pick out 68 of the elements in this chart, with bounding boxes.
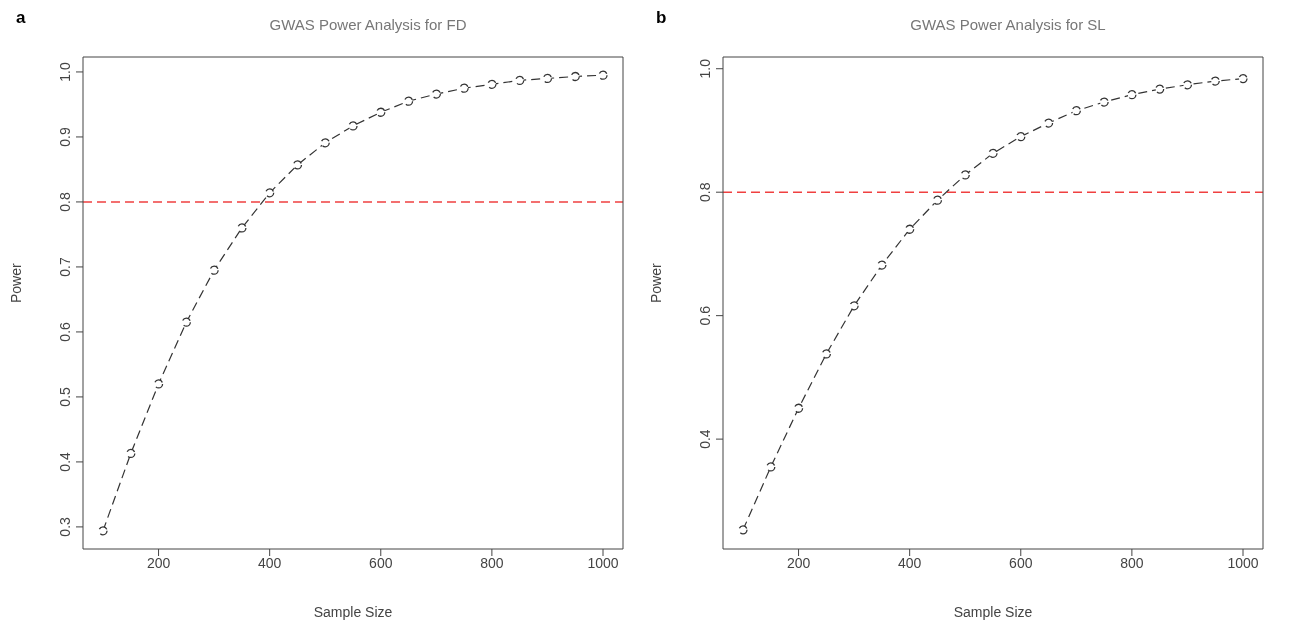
- y-tick-label: 1.0: [57, 62, 73, 82]
- point: [1155, 84, 1165, 94]
- point: [821, 349, 831, 359]
- point: [1182, 80, 1193, 90]
- x-tick-label: 400: [257, 554, 282, 571]
- point: [1210, 76, 1220, 86]
- point: [570, 71, 580, 82]
- text: b: [656, 8, 667, 28]
- point: [542, 73, 553, 84]
- point: [459, 83, 469, 93]
- y-tick-label: 0.7: [57, 256, 73, 277]
- chart-title: GWAS Power Analysis for FD: [268, 16, 468, 33]
- y-axis-title: Power: [7, 262, 24, 303]
- y-axis-title: Power: [647, 262, 664, 303]
- point: [431, 89, 441, 99]
- point: [237, 223, 247, 233]
- point: [1099, 97, 1109, 107]
- point: [766, 462, 776, 472]
- y-tick-label: 1.0: [697, 58, 713, 79]
- y-tick-label: 0.6: [57, 321, 73, 342]
- point: [265, 188, 275, 198]
- point: [209, 265, 219, 275]
- x-tick-label: 200: [786, 554, 811, 571]
- y-tick-label: 0.4: [57, 451, 73, 472]
- point: [1016, 131, 1026, 142]
- x-tick-label: 800: [1120, 554, 1144, 571]
- y-tick-label: 0.8: [57, 191, 73, 212]
- y-tick-label: 0.4: [697, 429, 713, 449]
- point: [1043, 118, 1054, 128]
- point: [403, 96, 414, 106]
- point: [376, 107, 386, 117]
- point: [793, 403, 804, 413]
- point: [98, 526, 108, 536]
- text: a: [16, 8, 26, 28]
- x-tick-label: 600: [1009, 554, 1033, 571]
- point: [1238, 73, 1248, 84]
- point: [1071, 106, 1081, 116]
- point: [932, 195, 943, 205]
- point: [292, 160, 303, 170]
- point: [348, 121, 358, 131]
- x-tick-label: 200: [146, 554, 171, 571]
- chart-title: GWAS Power Analysis for SL: [909, 16, 1107, 33]
- x-tick-label: 1000: [587, 554, 619, 571]
- point: [988, 148, 998, 158]
- point: [905, 224, 915, 234]
- y-tick-label: 0.6: [697, 305, 713, 326]
- y-tick-label: 0.5: [57, 386, 73, 407]
- y-tick-label: 0.8: [697, 182, 713, 202]
- point: [849, 301, 859, 311]
- x-tick-label: 1000: [1227, 554, 1259, 571]
- x-tick-label: 600: [369, 554, 393, 571]
- y-tick-label: 0.9: [57, 127, 73, 147]
- point: [320, 138, 330, 148]
- point: [126, 448, 136, 459]
- x-tick-label: 800: [480, 554, 504, 571]
- y-tick-label: 0.3: [57, 516, 73, 537]
- point: [153, 379, 164, 389]
- point: [598, 70, 608, 80]
- x-axis-title: Sample Size: [313, 604, 393, 620]
- point: [877, 260, 887, 270]
- point: [1127, 90, 1137, 100]
- x-tick-label: 400: [897, 554, 922, 571]
- point: [738, 525, 748, 535]
- point: [515, 75, 525, 86]
- point: [181, 317, 191, 327]
- x-axis-title: Sample Size: [953, 604, 1033, 620]
- point: [487, 79, 497, 89]
- point: [960, 170, 970, 180]
